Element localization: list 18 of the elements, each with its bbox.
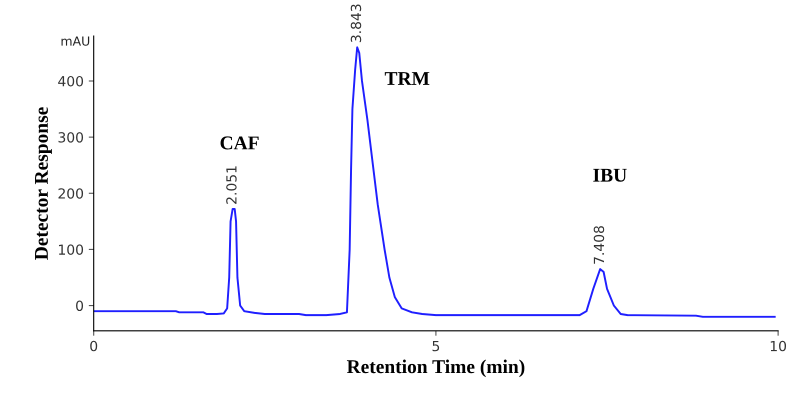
annotation: IBU <box>593 168 627 182</box>
y-tick-label: 200 <box>58 188 84 199</box>
text: mAU <box>62 36 90 46</box>
x-axis-title: Retention Time (min) <box>346 360 524 378</box>
line-series <box>94 46 776 318</box>
y-axis-title: Detector Response <box>35 107 52 260</box>
x-tick-label: 10 <box>770 340 786 352</box>
x-tick-label: 0 <box>90 340 98 352</box>
y-tick-label: 100 <box>58 244 84 255</box>
x-tick-label: 5 <box>432 340 440 352</box>
annotation: CAF <box>220 136 259 150</box>
annotation: TRM <box>384 72 430 85</box>
annotation: 3.843 <box>350 4 362 42</box>
annotation: 7.408 <box>594 226 604 264</box>
y-tick-label: 300 <box>58 132 84 143</box>
y-tick-label: 0 <box>76 300 84 312</box>
y-tick-label: 400 <box>58 76 84 86</box>
annotation: 2.051 <box>226 166 237 204</box>
